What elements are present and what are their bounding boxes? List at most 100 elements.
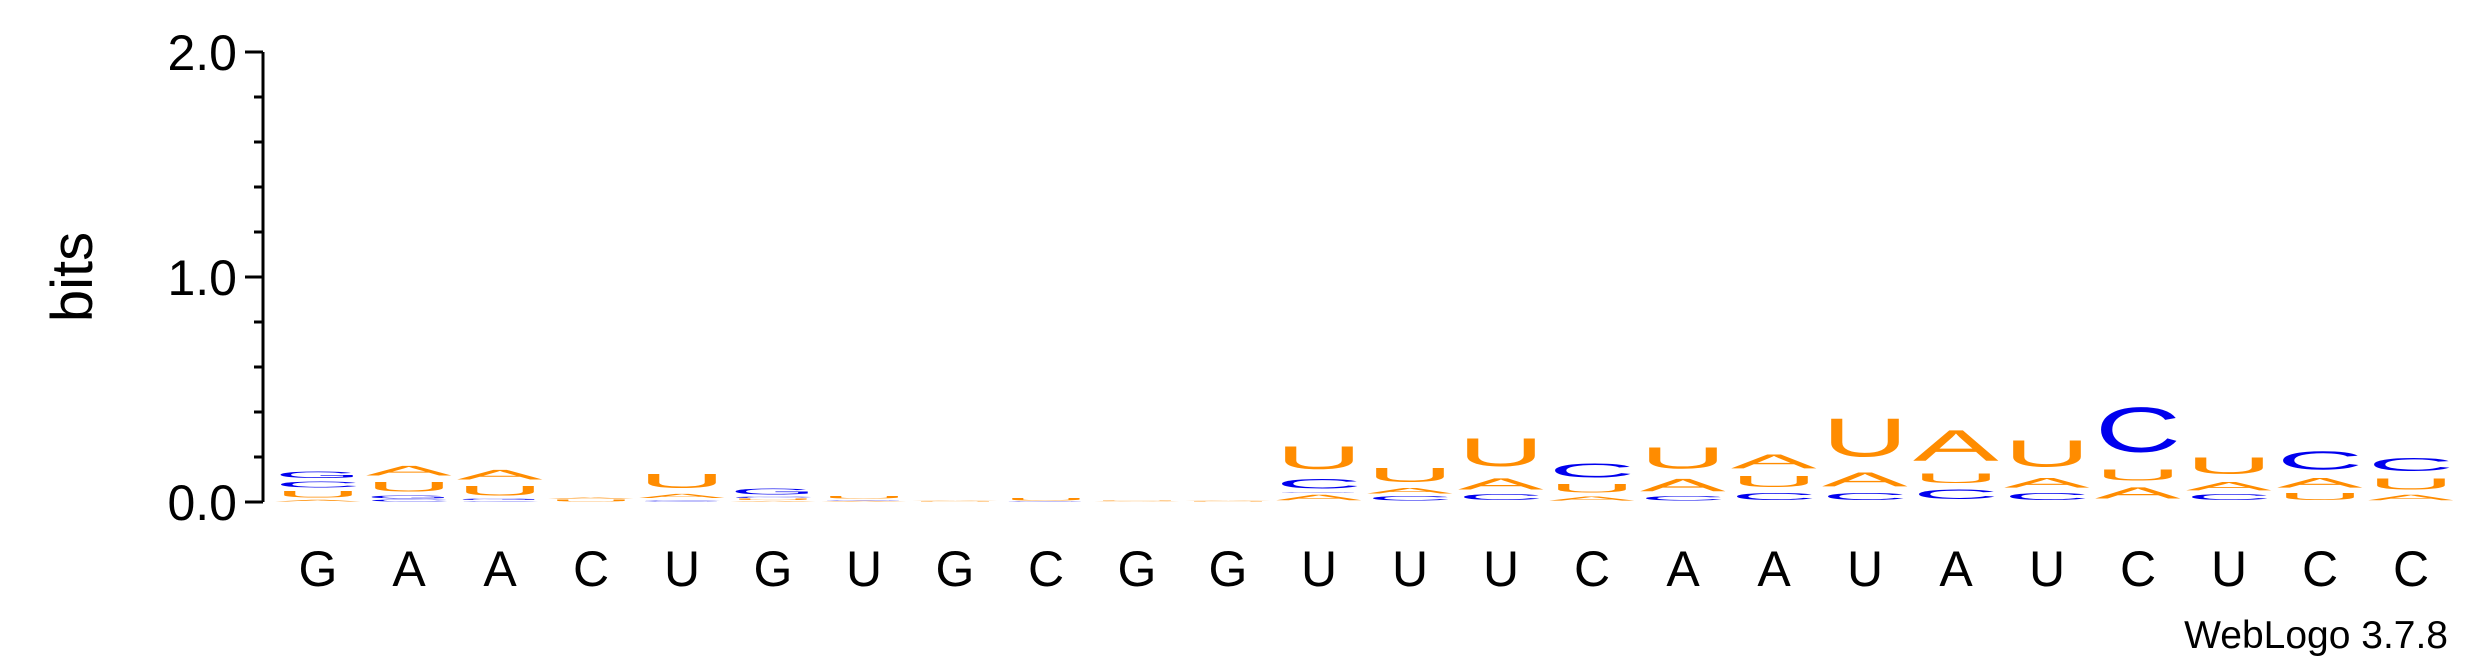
logo-letter: U (457, 483, 543, 499)
logo-letter: A (730, 501, 816, 502)
logo-letter: G (275, 470, 361, 480)
position-label: A (1939, 541, 1973, 597)
logo-letter: A (2277, 475, 2363, 491)
logo-letter: A (821, 501, 907, 502)
position-label: G (754, 541, 793, 597)
logo-letter: C (2186, 493, 2272, 502)
logo-letter: A (1276, 493, 1362, 502)
logo-letter: U (1640, 441, 1726, 475)
y-axis-label: bits (40, 232, 105, 322)
logo-letter: U (1913, 470, 1999, 486)
position-label: U (1301, 541, 1337, 597)
logo-letter: A (1185, 500, 1271, 501)
position-label: G (299, 541, 338, 597)
logo-letter: U (1367, 464, 1453, 486)
logo-letter: C (1913, 486, 1999, 502)
logo-letter: G (366, 494, 452, 499)
weblogo-version-label: WebLogo 3.7.8 (2184, 614, 2448, 657)
logo-letter: U (1458, 430, 1544, 475)
logo-letter: C (1458, 493, 1544, 502)
logo-letter: U (1003, 497, 1089, 501)
position-label: G (1118, 541, 1157, 597)
position-label: C (1028, 541, 1064, 597)
logo-letter: U (639, 470, 725, 492)
logo-letter: C (2368, 455, 2454, 475)
logo-letter: A (912, 500, 998, 501)
position-label: C (2120, 541, 2156, 597)
position-label: A (483, 541, 517, 597)
logo-letter: A (2368, 493, 2454, 502)
logo-letter: A (1458, 475, 1544, 493)
logo-letter: C (2095, 394, 2181, 466)
position-label: U (1392, 541, 1428, 597)
y-tick-label: 0.0 (167, 475, 237, 531)
logo-letter: U (366, 478, 452, 494)
logo-letter: U (1094, 500, 1180, 501)
logo-letter: C (275, 480, 361, 489)
logo-letter: G (639, 501, 725, 502)
logo-letter: U (2095, 466, 2181, 484)
logo-letter: G (1276, 492, 1362, 493)
logo-letter: A (366, 463, 452, 479)
logo-letter: A (1913, 421, 1999, 470)
logo-letter: A (1367, 486, 1453, 495)
logo-letter: C (1731, 491, 1817, 502)
logo-letter: C (1640, 495, 1726, 502)
logo-letter: A (2186, 480, 2272, 493)
logo-letter: U (821, 495, 907, 499)
logo-letter: A (2004, 475, 2090, 491)
logo-letter: A (639, 493, 725, 500)
position-label: U (664, 541, 700, 597)
position-label: C (573, 541, 609, 597)
logo-letter: A (1549, 495, 1635, 502)
position-label: C (2302, 541, 2338, 597)
logo-letter: C (1822, 491, 1908, 502)
logo-letter: A (457, 467, 543, 483)
position-label: U (2029, 541, 2065, 597)
position-label: G (936, 541, 975, 597)
position-label: A (1666, 541, 1700, 597)
logo-letter: U (1276, 440, 1362, 476)
logo-letter: C (2004, 491, 2090, 502)
position-label: A (1757, 541, 1791, 597)
logo-letter: A (1822, 468, 1909, 490)
position-label: C (1574, 541, 1610, 597)
logo-letter: U (2004, 432, 2090, 475)
logo-letter: A (1640, 475, 1726, 495)
logo-letter: A (548, 497, 634, 499)
logo-letter: U (730, 498, 816, 500)
position-label: U (1483, 541, 1519, 597)
logo-letter: U (275, 489, 361, 499)
position-label: G (1209, 541, 1248, 597)
position-label: U (1847, 541, 1883, 597)
logo-letter: U (1822, 407, 1908, 468)
logo-letter: A (1094, 501, 1180, 502)
position-label: C (2393, 541, 2429, 597)
logo-letter: G (730, 487, 816, 496)
logo-letter: G (1003, 501, 1089, 502)
logo-letter: G (821, 499, 907, 500)
logo-letter: U (2277, 491, 2363, 502)
logo-letter: C (1367, 495, 1453, 502)
logo-letter: U (1731, 473, 1817, 491)
position-label: U (846, 541, 882, 597)
logo-letter: C (730, 496, 816, 498)
logo-letter: A (275, 499, 361, 502)
position-label: A (392, 541, 426, 597)
y-tick-label: 1.0 (167, 250, 237, 306)
logo-letter: U (912, 501, 998, 502)
logo-letter: U (2186, 453, 2272, 480)
logo-letter: C (1276, 476, 1362, 492)
logo-letter: U (548, 499, 634, 502)
logo-letter: U (1185, 501, 1271, 502)
logo-letter: C (457, 501, 543, 502)
logo-letter: C (366, 499, 452, 502)
y-tick-label: 2.0 (167, 25, 237, 81)
logo-letter: C (2277, 446, 2363, 475)
logo-letter: A (1731, 450, 1818, 472)
logo-letter: U (1549, 482, 1635, 496)
